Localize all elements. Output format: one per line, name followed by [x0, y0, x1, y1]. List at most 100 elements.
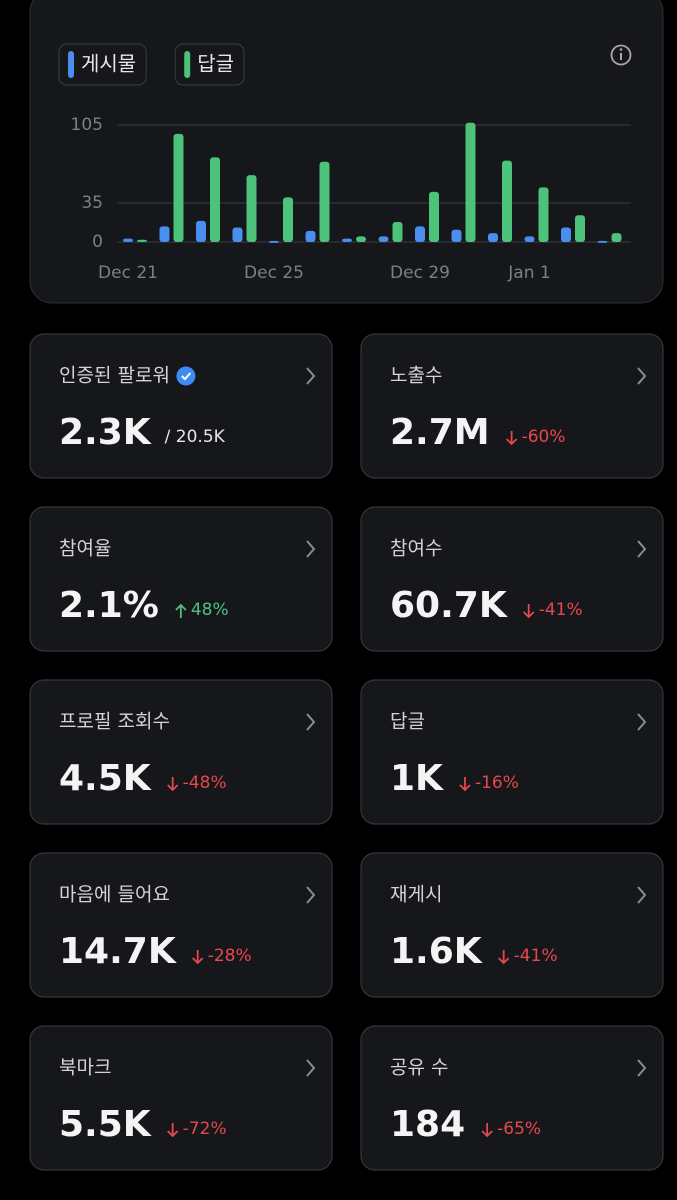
card-bg: [29, 506, 333, 652]
chart-card: [29, 0, 664, 304]
card-bg: [29, 852, 333, 998]
chevron: [306, 1059, 316, 1077]
bar: [538, 187, 549, 242]
bar: [597, 240, 608, 243]
card-title: 북마크: [59, 1057, 111, 1079]
bar: [356, 236, 366, 242]
card-change: -28%: [208, 946, 252, 966]
x-tick-label: Dec 29: [390, 263, 450, 283]
x-tick-label: Jan 1: [507, 263, 550, 283]
legend-swatch: [68, 51, 74, 78]
legend-label: 답글: [197, 52, 234, 76]
change-arrow: [167, 777, 179, 792]
card-bg: [360, 506, 664, 652]
legend-label: 게시물: [81, 52, 136, 76]
metric-card[interactable]: 마음에 들어요 14.7K -28%: [29, 852, 333, 998]
bar: [210, 157, 220, 242]
card-value: 5.5K: [59, 1104, 152, 1145]
metric-card[interactable]: 참여율 2.1% 48%: [29, 506, 333, 652]
chevron: [306, 367, 316, 385]
metric-card[interactable]: 참여수 60.7K -41%: [360, 506, 664, 652]
legend-box: [174, 43, 245, 86]
card-bg: [29, 679, 333, 825]
card-change: -48%: [183, 773, 227, 793]
bar: [123, 238, 133, 242]
change-arrow: [498, 950, 510, 965]
bar: [524, 236, 535, 242]
card-change: -16%: [475, 773, 519, 793]
card-value: 2.3K: [59, 412, 152, 453]
card-title: 공유 수: [390, 1057, 448, 1079]
card-value: 2.7M: [390, 412, 490, 453]
change-arrow: [459, 777, 471, 792]
change-arrow: [481, 1123, 493, 1138]
x-tick-label: Dec 25: [244, 263, 304, 283]
chevron: [637, 1059, 647, 1077]
bar: [269, 240, 279, 243]
bar: [319, 161, 330, 242]
metric-card[interactable]: 재게시 1.6K -41%: [360, 852, 664, 998]
card-bg: [29, 1025, 333, 1171]
card-value: 1K: [390, 758, 444, 799]
chevron: [637, 713, 647, 731]
change-arrow: [167, 1123, 179, 1138]
info-icon[interactable]: [610, 44, 632, 66]
chevron: [306, 886, 316, 904]
card-change: -60%: [522, 427, 566, 447]
bar: [465, 122, 476, 242]
legend-item[interactable]: 게시물: [58, 43, 147, 86]
card-total: / 20.5K: [165, 427, 226, 447]
bar: [283, 197, 293, 242]
card-change: -41%: [514, 946, 558, 966]
info-circle: [610, 44, 632, 66]
bar: [378, 236, 389, 242]
y-tick-label: 105: [71, 115, 103, 135]
metric-card[interactable]: 북마크 5.5K -72%: [29, 1025, 333, 1171]
card-value: 1.6K: [390, 931, 483, 972]
card-title: 답글: [390, 711, 425, 733]
metric-card[interactable]: 인증된 팔로워 2.3K / 20.5K: [29, 333, 333, 479]
card-title: 참여율: [59, 538, 111, 560]
bar: [173, 133, 184, 242]
metric-card[interactable]: 공유 수 184 -65%: [360, 1025, 664, 1171]
chevron: [306, 713, 316, 731]
bar: [451, 229, 462, 242]
chevron: [637, 540, 647, 558]
card-bg: [360, 1025, 664, 1171]
change-arrow: [505, 431, 518, 446]
metric-card[interactable]: 답글 1K -16%: [360, 679, 664, 825]
bar: [561, 227, 571, 242]
bar: [159, 226, 170, 242]
card-value: 184: [390, 1104, 465, 1145]
change-arrow: [175, 603, 187, 618]
verified-badge: [176, 366, 196, 386]
card-title: 참여수: [390, 538, 442, 560]
chevron: [306, 540, 316, 558]
bar: [502, 160, 512, 242]
card-change: -41%: [539, 600, 583, 620]
bar: [611, 233, 622, 242]
legend-swatch: [184, 51, 191, 78]
bar: [429, 191, 439, 242]
card-bg: [360, 679, 664, 825]
card-value: 60.7K: [390, 585, 508, 626]
y-tick-label: 35: [81, 193, 103, 213]
bar: [196, 220, 206, 242]
bar: [232, 227, 243, 242]
bar: [342, 238, 352, 242]
legend-item[interactable]: 답글: [174, 43, 245, 86]
metric-card[interactable]: 프로필 조회수 4.5K -48%: [29, 679, 333, 825]
x-tick-label: Dec 21: [98, 263, 158, 283]
card-title: 프로필 조회수: [59, 711, 170, 733]
bar: [137, 239, 147, 242]
bar: [246, 175, 257, 242]
card-change: -72%: [183, 1119, 227, 1139]
card-title: 마음에 들어요: [59, 884, 170, 906]
card-change: -65%: [497, 1119, 541, 1139]
metric-card[interactable]: 노출수 2.7M -60%: [360, 333, 664, 479]
change-arrow: [523, 604, 535, 619]
card-value: 4.5K: [59, 758, 152, 799]
card-value: 14.7K: [59, 931, 177, 972]
bar: [305, 230, 316, 242]
